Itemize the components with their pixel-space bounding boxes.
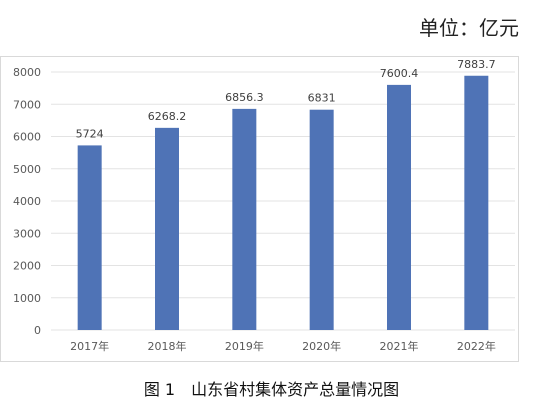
figure-title: 山东省村集体资产总量情况图 — [191, 380, 400, 399]
bar — [309, 109, 334, 330]
bars — [77, 75, 489, 330]
x-tick-label: 2018年 — [148, 339, 187, 353]
data-label: 5724 — [76, 127, 104, 140]
bar — [232, 108, 257, 330]
y-tick-label: 2000 — [13, 260, 41, 273]
figure-caption: 图 1 山东省村集体资产总量情况图 — [0, 376, 543, 400]
unit-label: 单位：亿元 — [419, 16, 519, 40]
y-tick-label: 1000 — [13, 292, 41, 305]
data-labels: 5724 6268.2 6856.3 6831 7600.4 7883.7 — [76, 58, 496, 141]
data-label: 6856.3 — [225, 91, 264, 104]
x-tick-label: 2022年 — [457, 339, 496, 353]
y-tick-label: 5000 — [13, 163, 41, 176]
y-tick-label: 6000 — [13, 131, 41, 144]
data-label: 7600.4 — [380, 67, 419, 80]
x-tick-label: 2021年 — [380, 339, 419, 353]
bar-chart: 0 1000 2000 3000 4000 5000 6000 7000 8000 5724 62… — [13, 58, 515, 353]
figure-number: 图 1 — [143, 380, 176, 399]
bar — [155, 127, 179, 330]
bar — [464, 75, 489, 330]
y-tick-label: 7000 — [13, 98, 41, 111]
gridlines — [51, 71, 515, 331]
data-label: 6268.2 — [148, 110, 187, 123]
y-tick-label: 8000 — [13, 66, 41, 79]
x-tick-label: 2020年 — [302, 339, 341, 353]
y-axis-ticks: 0 1000 2000 3000 4000 5000 6000 7000 8000 — [13, 66, 41, 337]
x-tick-label: 2017年 — [70, 339, 109, 353]
chart-frame: 0 1000 2000 3000 4000 5000 6000 7000 8000 5724 62… — [0, 56, 519, 362]
x-axis-ticks: 2017年 2018年 2019年 2020年 2021年 2022年 — [70, 339, 496, 353]
y-tick-label: 3000 — [13, 227, 41, 240]
x-tick-label: 2019年 — [225, 339, 264, 353]
bar — [387, 84, 411, 330]
y-tick-label: 0 — [34, 324, 41, 337]
data-label: 6831 — [308, 92, 336, 105]
bar — [77, 145, 102, 330]
data-label: 7883.7 — [457, 58, 496, 71]
y-tick-label: 4000 — [13, 195, 41, 208]
